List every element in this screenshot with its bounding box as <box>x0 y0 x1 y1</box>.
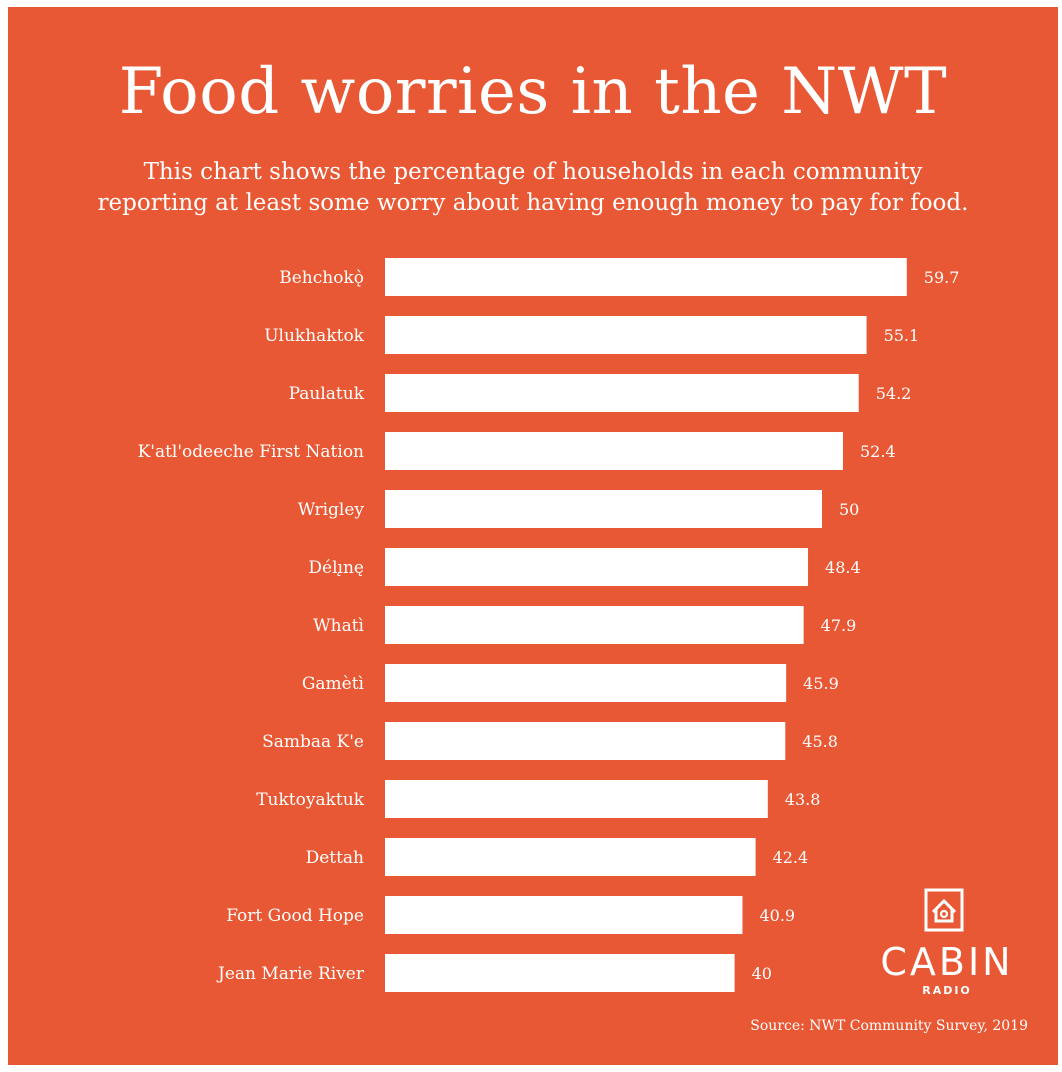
infographic: Food worries in the NWT This chart shows… <box>8 7 1058 1065</box>
value-label: 50 <box>839 500 859 519</box>
bar <box>385 838 756 876</box>
value-label: 45.8 <box>802 732 838 751</box>
subtitle-line-2: reporting at least some worry about havi… <box>97 190 969 216</box>
category-label: Sambaa K'e <box>262 732 364 752</box>
category-label: Gamètì <box>302 674 365 694</box>
bar <box>385 490 822 528</box>
bar <box>385 606 804 644</box>
bar <box>385 374 859 412</box>
category-label: Paulatuk <box>289 384 365 404</box>
chart-subtitle: This chart shows the percentage of house… <box>8 157 1058 219</box>
value-label: 40 <box>752 964 772 983</box>
subtitle-line-1: This chart shows the percentage of house… <box>143 159 923 185</box>
category-label: Tuktoyaktuk <box>256 790 364 810</box>
value-label: 54.2 <box>876 384 912 403</box>
value-label: 43.8 <box>785 790 821 809</box>
bar <box>385 954 735 992</box>
bar <box>385 896 743 934</box>
source-note: Source: NWT Community Survey, 2019 <box>750 1018 1028 1034</box>
category-label: Fort Good Hope <box>226 906 364 926</box>
bar <box>385 432 843 470</box>
category-label: Whatì <box>313 616 364 636</box>
category-label: Jean Marie River <box>216 964 365 984</box>
bar <box>385 316 867 354</box>
category-label: Dettah <box>306 848 364 868</box>
bar <box>385 664 787 702</box>
value-label: 55.1 <box>884 326 920 345</box>
logo-wordmark: CABIN <box>880 940 1014 984</box>
bar-chart: Behchokǫ̀ 59.7 Ulukhaktok 55.1 Paulatuk 54.2 K… <box>138 258 960 992</box>
bar <box>385 548 809 586</box>
bar <box>385 258 907 296</box>
category-label: Délı̨nę <box>308 558 364 578</box>
value-label: 48.4 <box>825 558 861 577</box>
value-label: 45.9 <box>803 674 839 693</box>
category-label: Ulukhaktok <box>264 326 364 346</box>
value-label: 42.4 <box>773 848 809 867</box>
logo-subtext: RADIO <box>922 984 972 997</box>
category-label: K'atl'odeeche First Nation <box>138 442 364 462</box>
category-label: Wrigley <box>298 500 365 520</box>
chart-title: Food worries in the NWT <box>118 55 948 129</box>
bar <box>385 722 786 760</box>
value-label: 52.4 <box>860 442 896 461</box>
house-icon <box>924 888 964 932</box>
value-label: 59.7 <box>924 268 960 287</box>
category-label: Behchokǫ̀ <box>279 268 364 288</box>
value-label: 40.9 <box>759 906 795 925</box>
value-label: 47.9 <box>821 616 857 635</box>
cabin-radio-logo: CABIN RADIO <box>876 882 1018 1002</box>
bar <box>385 780 768 818</box>
